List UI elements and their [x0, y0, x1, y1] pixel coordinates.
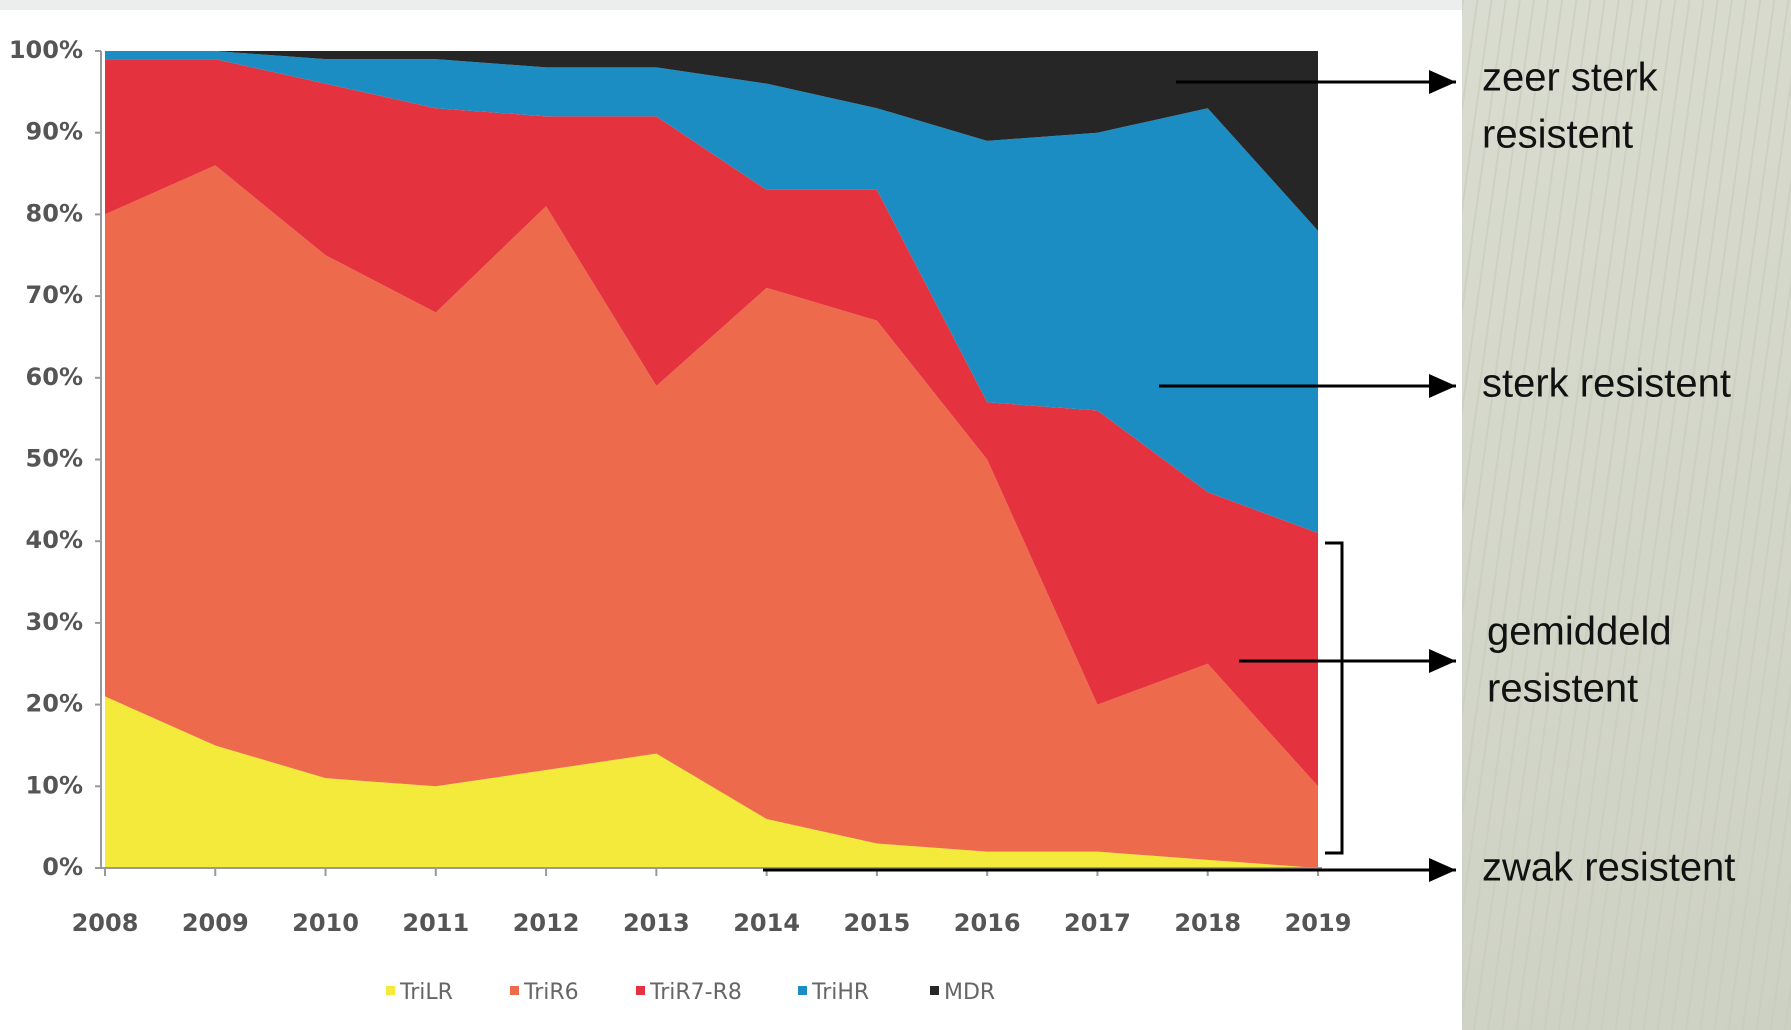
annotation: resistent — [1487, 667, 1638, 711]
legend-label: TriR7-R8 — [649, 980, 742, 1005]
x-tick-label: 2014 — [733, 909, 800, 937]
legend-label: TriHR — [811, 980, 869, 1005]
y-tick-label: 30% — [26, 608, 83, 636]
annotation: sterk resistent — [1482, 362, 1731, 406]
x-tick-label: 2017 — [1064, 909, 1131, 937]
y-tick-label: 60% — [26, 363, 83, 391]
top-strip — [0, 0, 1462, 10]
y-tick-label: 40% — [26, 526, 83, 554]
x-tick-label: 2015 — [844, 909, 911, 937]
area — [105, 165, 1318, 868]
annotation: gemiddeld — [1487, 610, 1672, 654]
area — [105, 696, 1318, 868]
y-tick-label: 70% — [26, 281, 83, 309]
y-tick-label: 100% — [9, 36, 83, 64]
x-tick-label: 2013 — [623, 909, 690, 937]
bracket — [1325, 541, 1344, 855]
y-tick-label: 10% — [26, 771, 83, 799]
annotation: zwak resistent — [1482, 846, 1735, 890]
annotation: resistent — [1482, 113, 1633, 157]
x-tick-label: 2012 — [513, 909, 580, 937]
background-texture — [1462, 0, 1791, 1030]
x-tick-label: 2018 — [1174, 909, 1241, 937]
legend-label: MDR — [944, 980, 995, 1005]
x-tick-label: 2011 — [402, 909, 469, 937]
x-tick-label: 2010 — [292, 909, 359, 937]
legend-label: TriR6 — [523, 980, 579, 1005]
x-tick-label: 2019 — [1285, 909, 1352, 937]
legend-swatch — [798, 986, 807, 995]
legend-swatch — [930, 986, 939, 995]
legend-label: TriLR — [399, 980, 453, 1005]
x-tick-label: 2008 — [72, 909, 139, 937]
legend-swatch — [510, 986, 519, 995]
y-tick-label: 50% — [26, 445, 83, 473]
y-tick-label: 20% — [26, 690, 83, 718]
y-tick-label: 80% — [26, 199, 83, 227]
y-tick-label: 0% — [42, 853, 83, 881]
y-tick-label: 90% — [26, 118, 83, 146]
chart: 0% 10% 20% 30% 40% 50% 60% 70% 80% 90% 100% 2008 200… — [9, 36, 1352, 1005]
legend-swatch — [636, 986, 645, 995]
annotation-arrows — [763, 70, 1456, 882]
area — [105, 51, 1318, 534]
annotation: zeer sterk — [1482, 56, 1659, 100]
x-tick-label: 2016 — [954, 909, 1021, 937]
x-tick-label: 2009 — [182, 909, 249, 937]
area — [105, 59, 1318, 787]
legend-swatch — [386, 986, 395, 995]
area — [105, 51, 1318, 231]
